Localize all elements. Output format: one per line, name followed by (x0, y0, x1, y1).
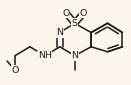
Text: NH: NH (38, 51, 52, 60)
Text: N: N (56, 28, 63, 37)
Text: N: N (71, 51, 78, 60)
Text: S: S (72, 19, 78, 28)
Text: O: O (80, 9, 87, 18)
Text: O: O (11, 66, 19, 75)
Text: O: O (62, 9, 70, 18)
